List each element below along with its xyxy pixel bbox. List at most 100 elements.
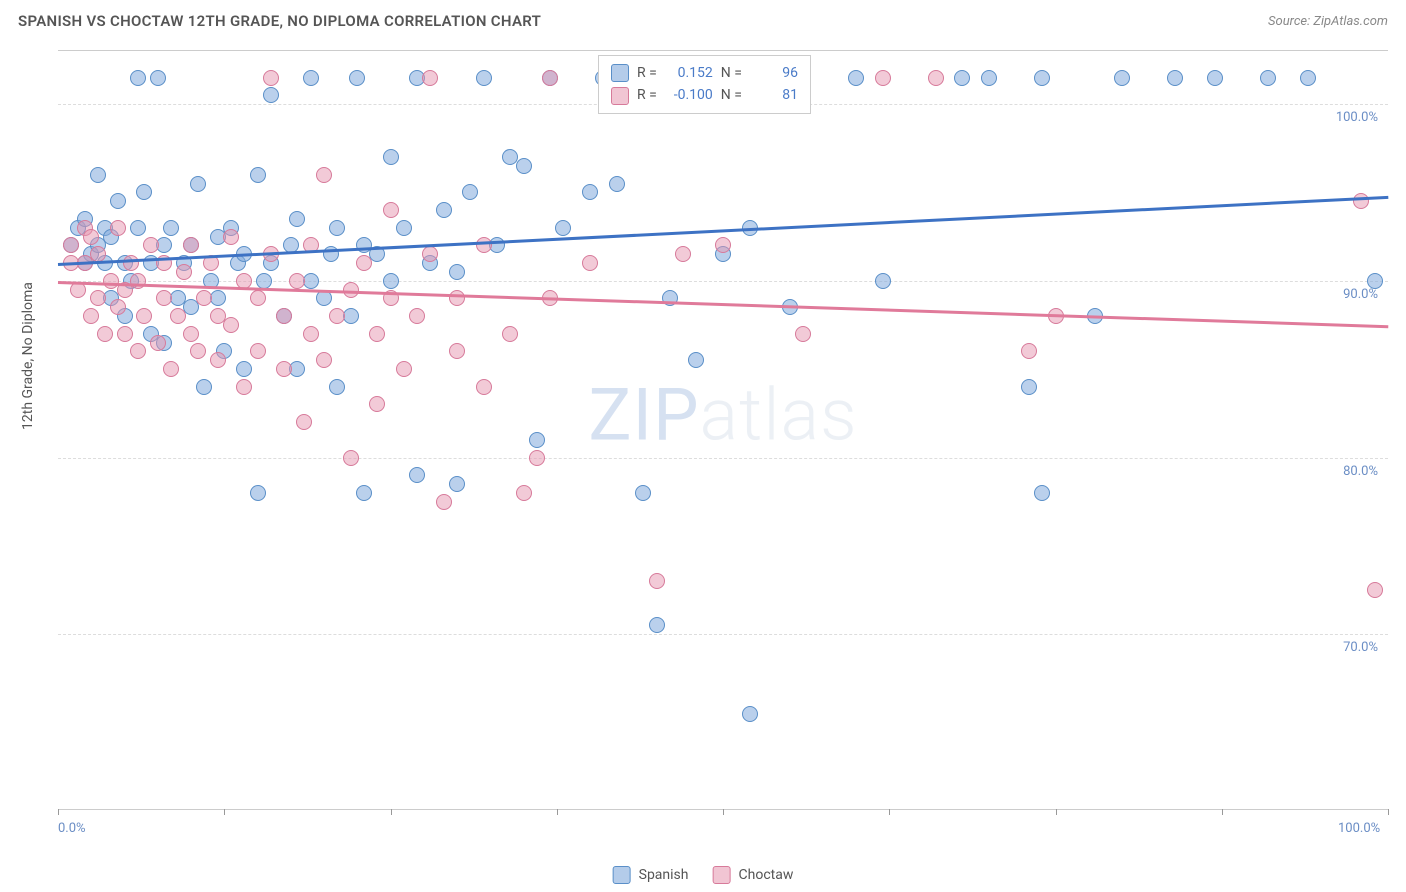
scatter-point	[196, 290, 212, 306]
x-tick	[224, 809, 225, 815]
scatter-point	[196, 379, 212, 395]
scatter-point	[143, 237, 159, 253]
scatter-point	[396, 361, 412, 377]
chart-area: 70.0%80.0%90.0%100.0%0.0%100.0% ZIPatlas…	[58, 50, 1388, 810]
y-tick-label: 80.0%	[1343, 464, 1378, 479]
scatter-point	[715, 237, 731, 253]
scatter-point	[123, 255, 139, 271]
swatch-choctaw	[611, 87, 629, 105]
scatter-point	[742, 706, 758, 722]
scatter-point	[210, 352, 226, 368]
scatter-point	[502, 326, 518, 342]
scatter-point	[176, 264, 192, 280]
r-label: R =	[637, 84, 657, 106]
scatter-point	[383, 202, 399, 218]
scatter-point	[329, 308, 345, 324]
scatter-point	[409, 308, 425, 324]
gridline-h	[58, 458, 1388, 459]
swatch-spanish	[613, 866, 631, 884]
scatter-point	[183, 326, 199, 342]
scatter-point	[303, 70, 319, 86]
scatter-point	[1034, 70, 1050, 86]
scatter-point	[117, 326, 133, 342]
scatter-point	[954, 70, 970, 86]
scatter-point	[163, 220, 179, 236]
scatter-point	[63, 237, 79, 253]
x-tick-label: 100.0%	[1338, 821, 1380, 836]
scatter-point	[156, 290, 172, 306]
scatter-point	[1021, 379, 1037, 395]
scatter-point	[635, 485, 651, 501]
scatter-point	[1300, 70, 1316, 86]
scatter-point	[289, 211, 305, 227]
scatter-point	[276, 361, 292, 377]
r-value-spanish: 0.152	[665, 62, 713, 84]
r-label: R =	[637, 62, 657, 84]
x-tick	[889, 809, 890, 815]
x-tick-label: 0.0%	[58, 821, 86, 836]
scatter-point	[250, 290, 266, 306]
scatter-point	[928, 70, 944, 86]
series-legend: Spanish Choctaw	[613, 866, 794, 884]
scatter-point	[90, 290, 106, 306]
scatter-point	[529, 450, 545, 466]
scatter-point	[582, 255, 598, 271]
scatter-point	[343, 450, 359, 466]
legend-item-choctaw: Choctaw	[713, 866, 794, 884]
scatter-point	[150, 70, 166, 86]
scatter-point	[356, 255, 372, 271]
scatter-point	[329, 379, 345, 395]
n-value-choctaw: 81	[750, 84, 798, 106]
scatter-point	[409, 467, 425, 483]
scatter-point	[476, 237, 492, 253]
scatter-point	[150, 335, 166, 351]
r-value-choctaw: -0.100	[665, 84, 713, 106]
scatter-point	[555, 220, 571, 236]
scatter-point	[542, 70, 558, 86]
scatter-point	[1034, 485, 1050, 501]
legend-item-spanish: Spanish	[613, 866, 689, 884]
scatter-point	[981, 70, 997, 86]
scatter-point	[649, 617, 665, 633]
scatter-point	[688, 352, 704, 368]
scatter-point	[183, 237, 199, 253]
scatter-point	[130, 343, 146, 359]
scatter-point	[422, 246, 438, 262]
scatter-point	[795, 326, 811, 342]
scatter-point	[163, 361, 179, 377]
scatter-point	[383, 149, 399, 165]
scatter-point	[110, 193, 126, 209]
scatter-point	[1114, 70, 1130, 86]
x-tick	[391, 809, 392, 815]
x-tick	[58, 809, 59, 815]
scatter-point	[130, 70, 146, 86]
scatter-point	[396, 220, 412, 236]
scatter-point	[296, 414, 312, 430]
scatter-point	[289, 273, 305, 289]
plot-area: 70.0%80.0%90.0%100.0%0.0%100.0%	[58, 51, 1388, 809]
scatter-point	[1367, 273, 1383, 289]
scatter-point	[675, 246, 691, 262]
scatter-point	[476, 70, 492, 86]
scatter-point	[1367, 582, 1383, 598]
scatter-point	[110, 220, 126, 236]
gridline-h	[58, 634, 1388, 635]
scatter-point	[250, 343, 266, 359]
scatter-point	[649, 573, 665, 589]
scatter-point	[130, 220, 146, 236]
legend-label-choctaw: Choctaw	[739, 867, 794, 883]
scatter-point	[83, 308, 99, 324]
scatter-point	[329, 220, 345, 236]
scatter-point	[369, 326, 385, 342]
scatter-point	[263, 87, 279, 103]
legend-label-spanish: Spanish	[639, 867, 689, 883]
scatter-point	[449, 476, 465, 492]
scatter-point	[369, 396, 385, 412]
scatter-point	[848, 70, 864, 86]
scatter-point	[316, 352, 332, 368]
scatter-point	[256, 273, 272, 289]
scatter-point	[223, 229, 239, 245]
y-axis-title: 12th Grade, No Diploma	[20, 282, 36, 430]
scatter-point	[349, 70, 365, 86]
scatter-point	[276, 308, 292, 324]
